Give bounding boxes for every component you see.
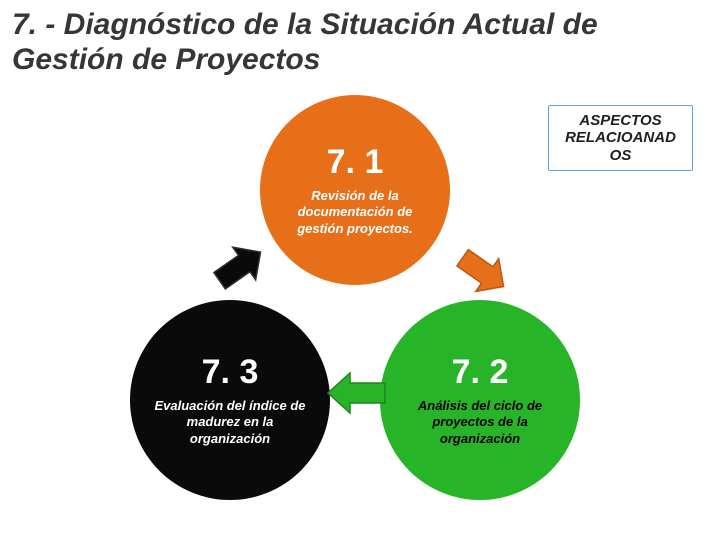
arrow-2-to-3 xyxy=(320,363,400,423)
arrow-3-to-1 xyxy=(205,240,275,310)
arrow-2-to-3-shape xyxy=(328,373,385,413)
circle-7-2-number: 7. 2 xyxy=(452,353,509,392)
circle-7-1-desc: Revisión de la documentación de gestión … xyxy=(260,188,450,237)
circle-7-2: 7. 2 Análisis del ciclo de proyectos de … xyxy=(380,300,580,500)
circle-7-3-number: 7. 3 xyxy=(202,353,259,392)
circle-7-3-desc: Evaluación del índice de madurez en la o… xyxy=(130,398,330,447)
arrow-1-to-2 xyxy=(440,240,510,310)
circle-7-2-desc: Análisis del ciclo de proyectos de la or… xyxy=(380,398,580,447)
page-title: 7. - Diagnóstico de la Situación Actual … xyxy=(0,0,720,77)
aspectos-box: ASPECTOS RELACIOANAD OS xyxy=(548,105,693,171)
arrow-3-to-1-shape xyxy=(208,240,272,297)
circle-7-3: 7. 3 Evaluación del índice de madurez en… xyxy=(130,300,330,500)
circle-7-1: 7. 1 Revisión de la documentación de ges… xyxy=(260,95,450,285)
arrow-1-to-2-shape xyxy=(451,241,510,302)
circle-7-1-number: 7. 1 xyxy=(327,143,384,182)
cycle-diagram: 7. 1 Revisión de la documentación de ges… xyxy=(0,95,720,535)
